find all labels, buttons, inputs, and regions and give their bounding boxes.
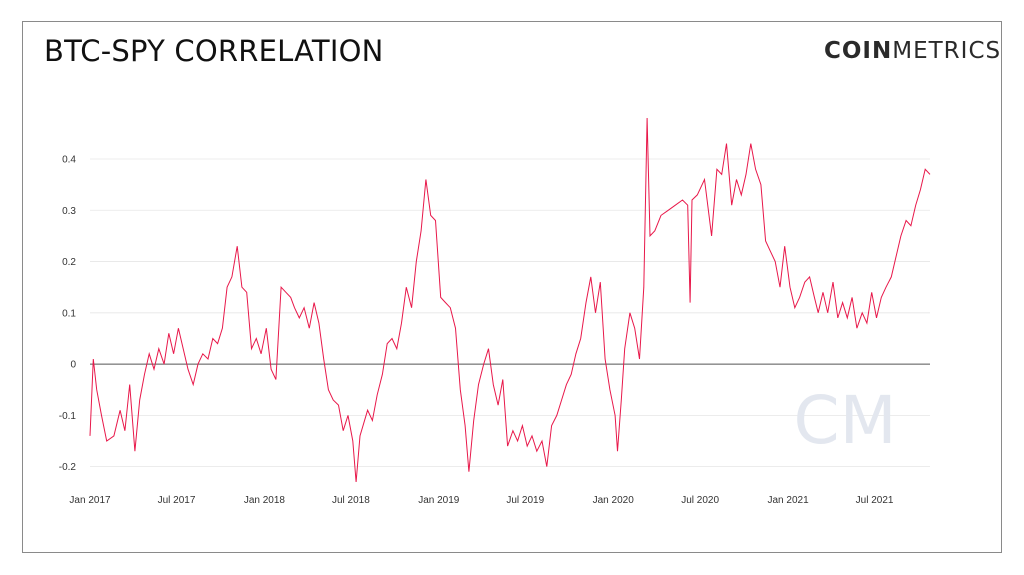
x-tick-label: Jul 2017 <box>158 495 196 506</box>
x-tick-label: Jul 2018 <box>332 495 370 506</box>
x-tick-label: Jan 2019 <box>418 495 460 506</box>
y-tick-label: 0.3 <box>62 206 76 217</box>
x-tick-label: Jan 2018 <box>244 495 286 506</box>
y-tick-label: -0.2 <box>59 462 77 473</box>
y-tick-label: 0.4 <box>62 155 76 166</box>
grid-lines <box>90 158 930 468</box>
x-tick-label: Jan 2017 <box>69 495 111 506</box>
x-tick-label: Jul 2019 <box>506 495 544 506</box>
cm-watermark: CM <box>793 382 896 459</box>
coinmetrics-logo: COINMETRICS <box>824 38 1001 64</box>
y-tick-label: 0 <box>70 360 76 371</box>
y-axis-ticks: -0.2 -0.1 0 0.1 0.2 0.3 0.4 <box>59 155 77 474</box>
x-tick-label: Jul 2021 <box>856 495 894 506</box>
logo-bold-text: COIN <box>824 38 893 64</box>
y-tick-label: 0.2 <box>62 257 76 268</box>
y-tick-label: -0.1 <box>59 411 77 422</box>
x-tick-label: Jul 2020 <box>681 495 719 506</box>
chart-frame <box>22 21 1002 553</box>
chart-title: BTC-SPY CORRELATION <box>44 34 384 68</box>
btc-spy-correlation-line <box>89 117 931 483</box>
x-tick-label: Jan 2020 <box>593 495 635 506</box>
logo-light-text: METRICS <box>892 38 1002 64</box>
x-tick-label: Jan 2021 <box>768 495 810 506</box>
y-tick-label: 0.1 <box>62 308 76 319</box>
x-axis-ticks: Jan 2017 Jul 2017 Jan 2018 Jul 2018 Jan 2019… <box>69 495 893 506</box>
